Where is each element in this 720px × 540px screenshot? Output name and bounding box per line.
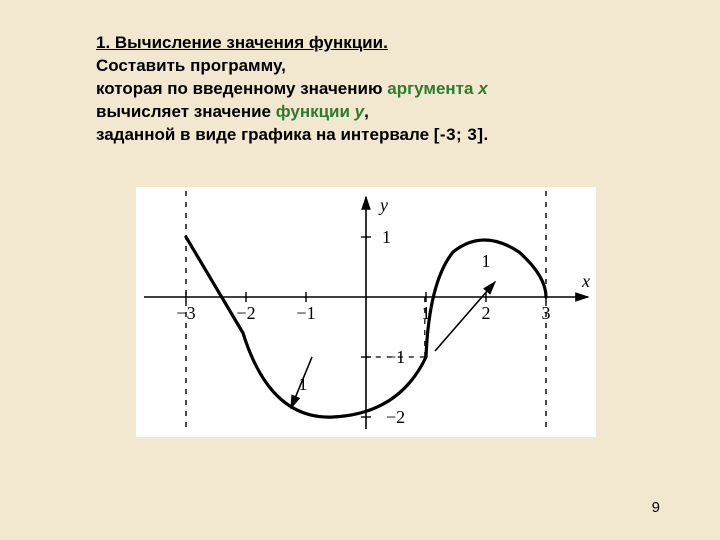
slide-line-4: заданной в виде графика на интервале [-3… [96, 124, 664, 147]
slide-line-3: вычисляет значение функции y, [96, 101, 664, 124]
interval: [-3; 3]. [434, 125, 489, 144]
page-number: 9 [652, 499, 660, 516]
var-y: y [350, 102, 364, 121]
svg-text:y: y [378, 195, 388, 215]
svg-text:−2: −2 [386, 407, 405, 427]
svg-text:1: 1 [482, 251, 491, 271]
slide-title: 1. Вычисление значения функции. [96, 32, 664, 55]
svg-text:−2: −2 [236, 303, 255, 323]
svg-text:−1: −1 [296, 303, 315, 323]
text: , [364, 102, 369, 121]
slide-line-2: которая по введенному значению аргумента… [96, 78, 664, 101]
function-graph: −3−2−11231−1−2yx11 [136, 187, 596, 437]
svg-text:x: x [581, 271, 590, 291]
slide-line-1: Составить программу, [96, 55, 664, 78]
keyword-function: функции [276, 102, 350, 121]
text: вычисляет значение [96, 102, 276, 121]
var-x: x [473, 79, 487, 98]
text: заданной в виде графика на интервале [96, 125, 434, 144]
svg-text:1: 1 [382, 227, 391, 247]
svg-text:−3: −3 [176, 303, 195, 323]
svg-text:2: 2 [482, 303, 491, 323]
svg-text:3: 3 [542, 303, 551, 323]
svg-text:1: 1 [299, 374, 308, 394]
text: которая по введенному значению [96, 79, 387, 98]
keyword-argument: аргумента [387, 79, 473, 98]
